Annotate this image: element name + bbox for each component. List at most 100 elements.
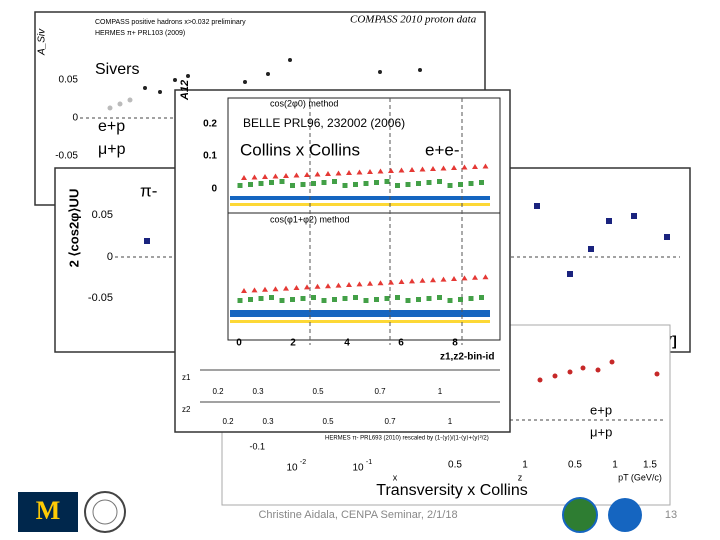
marker [262, 174, 268, 179]
marker [321, 298, 327, 303]
marker [293, 172, 300, 178]
tick-label: 8 [452, 338, 458, 349]
strip-ticks: 0.2 0.2 0.3 0.3 0.5 0.5 0.7 0.7 1 1 [212, 387, 452, 426]
sivers-label: Sivers [95, 61, 139, 78]
tick-label: 1 [448, 417, 453, 426]
tick-label: x [393, 472, 398, 482]
cos2phi-points [144, 203, 670, 277]
marker [482, 163, 489, 169]
sivers-points [143, 58, 422, 94]
marker [283, 173, 289, 178]
tick-label: -0.05 [55, 151, 78, 162]
tick-label: -1 [366, 459, 372, 466]
tick-label: -0.05 [88, 292, 113, 304]
tick-label: 0.2 [222, 417, 234, 426]
reaction: e+e- [425, 140, 460, 159]
band [230, 203, 490, 206]
marker [269, 295, 274, 300]
marker [300, 296, 306, 301]
marker [440, 276, 447, 282]
tick-label: 1 [522, 460, 528, 471]
tick-label: 0 [236, 338, 242, 349]
marker [237, 183, 243, 188]
marker [237, 298, 243, 303]
collins-legend: HERMES π- PRL693 (2010) rescaled by (1-⟨… [325, 435, 489, 442]
marker [440, 165, 447, 171]
tick-label: 0.5 [322, 417, 334, 426]
marker [374, 180, 379, 185]
band [230, 196, 490, 200]
marker [426, 296, 432, 301]
marker [311, 181, 316, 186]
nsf-logo [608, 498, 642, 532]
marker [293, 285, 300, 290]
tick-label: 4 [344, 338, 350, 349]
marker [426, 180, 432, 185]
tick-label: 0.3 [262, 417, 274, 426]
marker [262, 286, 268, 292]
marker [356, 281, 363, 287]
tick-label: 0.7 [374, 387, 386, 396]
marker [332, 179, 337, 184]
marker [437, 179, 442, 184]
tick-label: 0.05 [59, 75, 79, 86]
tick-label: 10 [352, 463, 364, 474]
strip-label: z1 [182, 373, 191, 382]
marker [461, 275, 468, 281]
tick-label: 1.5 [643, 460, 657, 471]
tick-label: 0.5 [312, 387, 324, 396]
marker [472, 274, 478, 280]
marker [279, 298, 285, 303]
marker [314, 283, 321, 289]
marker [251, 287, 258, 293]
marker [451, 165, 457, 170]
marker [258, 181, 264, 186]
y-label: 2 ⟨cos2φ⟩UU [66, 189, 81, 268]
marker [384, 179, 390, 184]
tick-label: 0.2 [212, 387, 224, 396]
marker [304, 284, 310, 290]
marker [374, 297, 379, 302]
marker [279, 179, 285, 184]
reaction: e+p [98, 118, 125, 135]
marker [342, 183, 348, 188]
marker [377, 280, 384, 286]
marker [367, 169, 373, 174]
marker [304, 172, 310, 177]
strip-label: z2 [182, 405, 191, 414]
marker [468, 296, 474, 301]
marker [388, 168, 394, 173]
marker [251, 174, 258, 180]
marker [479, 295, 484, 300]
marker [321, 180, 327, 185]
marker [283, 285, 289, 291]
seal-ring [92, 499, 118, 525]
reaction: μ+p [590, 424, 612, 439]
marker [248, 182, 253, 187]
band [230, 310, 490, 317]
marker [353, 182, 358, 187]
sivers-header: COMPASS 2010 proton data [350, 14, 477, 26]
doe-logo [562, 497, 598, 533]
marker [311, 295, 316, 300]
marker [363, 181, 369, 186]
marker [416, 297, 421, 302]
marker [472, 164, 478, 169]
marker [447, 298, 453, 303]
marker [325, 283, 331, 289]
marker [430, 277, 436, 283]
marker [272, 173, 279, 179]
tick-label: 0 [107, 251, 113, 263]
marker [332, 297, 337, 302]
marker [419, 166, 426, 172]
cos2phi-label: π- [140, 181, 157, 200]
marker [290, 297, 295, 302]
seal-logo [84, 491, 126, 533]
belle-points [237, 163, 489, 303]
belle-panel [174, 89, 511, 433]
marker [353, 295, 358, 300]
sivers-legend: HERMES π+ PRL103 (2009) [95, 30, 185, 37]
reaction: e+p [590, 402, 612, 417]
marker [314, 171, 321, 177]
marker [398, 279, 405, 284]
